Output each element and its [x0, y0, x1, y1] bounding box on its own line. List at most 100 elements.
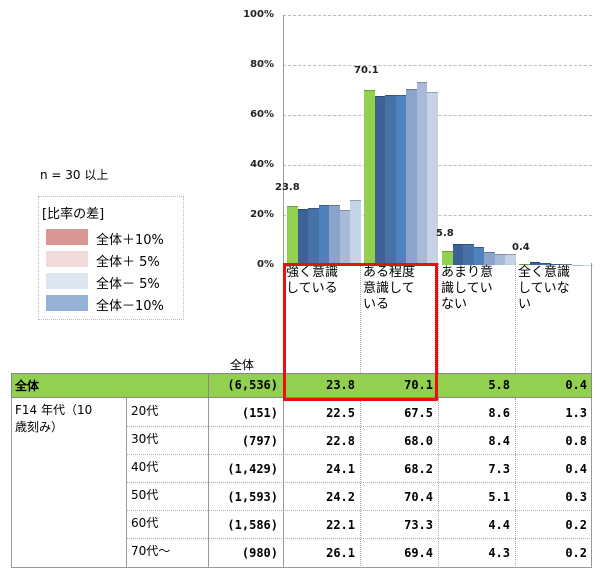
- row-value: 1.3: [565, 406, 587, 420]
- divider: [126, 398, 127, 568]
- highlight-box: [283, 263, 438, 401]
- header-line: 識してい: [441, 281, 493, 296]
- bar: [427, 91, 438, 265]
- row-value: 0.4: [565, 462, 587, 476]
- row-label: 30代: [131, 432, 159, 446]
- row-value: 24.2: [326, 490, 355, 504]
- row-value: 68.2: [404, 462, 433, 476]
- bar: [364, 89, 375, 265]
- y-tick-20: 20%: [250, 209, 274, 220]
- gridline: [283, 215, 592, 216]
- row-divider: [126, 426, 592, 427]
- row-value: 22.5: [326, 406, 355, 420]
- row-value: 24.1: [326, 462, 355, 476]
- row-value: 67.5: [404, 406, 433, 420]
- row-value: 70.4: [404, 490, 433, 504]
- row-label: 60代: [131, 516, 159, 530]
- row-value: 22.1: [326, 518, 355, 532]
- sample-size-note: n = 30 以上: [40, 168, 109, 182]
- legend-title: [比率の差]: [42, 207, 105, 222]
- bar: [463, 244, 474, 265]
- group-label-line: F14 年代（10: [15, 403, 93, 417]
- total-n: (6,536): [227, 378, 278, 392]
- row-label: 40代: [131, 460, 159, 474]
- row-value: 8.6: [488, 406, 510, 420]
- group-label-line: 歳刻み）: [15, 420, 64, 434]
- row-label: 50代: [131, 488, 159, 502]
- gridline: [283, 15, 592, 16]
- bar: [571, 264, 582, 265]
- legend-item-plus10: 全体＋10%: [46, 229, 176, 248]
- bar: [561, 264, 572, 265]
- bar: [442, 250, 453, 265]
- row-value: 8.4: [488, 434, 510, 448]
- row-value: 4.4: [488, 518, 510, 532]
- bar: [505, 254, 516, 265]
- legend: [比率の差] 全体＋10% 全体＋ 5% 全体－ 5% 全体－10%: [38, 196, 184, 320]
- row-value: 0.2: [565, 546, 587, 560]
- bar: [550, 264, 561, 265]
- row-n: (1,429): [227, 462, 278, 476]
- gridline: [283, 165, 592, 166]
- row-n: (797): [241, 434, 278, 448]
- row-label: 20代: [131, 404, 159, 418]
- data-label-1: 70.1: [354, 65, 379, 76]
- legend-label: 全体＋10%: [96, 233, 164, 248]
- row-divider: [126, 538, 592, 539]
- total-value: 0.4: [565, 378, 587, 392]
- divider: [283, 398, 284, 568]
- plot-area: [283, 15, 593, 265]
- bar: [329, 204, 340, 265]
- header-line: している: [286, 281, 338, 296]
- column-header-somewhat: ある程度 意識して いる: [360, 263, 438, 373]
- row-value: 69.4: [404, 546, 433, 560]
- bar: [318, 204, 329, 265]
- header-line: していな: [518, 281, 570, 296]
- data-label-2: 5.8: [436, 228, 454, 239]
- legend-item-minus10: 全体－10%: [46, 295, 176, 314]
- legend-label: 全体－10%: [96, 299, 164, 314]
- bar: [452, 243, 463, 265]
- row-n: (980): [241, 546, 278, 560]
- header-line: い: [518, 297, 532, 312]
- total-row-label: 全体: [15, 379, 40, 393]
- bar: [519, 264, 530, 265]
- total-value: 70.1: [404, 378, 433, 392]
- bar: [540, 263, 551, 265]
- row-value: 26.1: [326, 546, 355, 560]
- bar: [395, 94, 406, 265]
- n-column-header: 全体: [230, 358, 255, 372]
- divider: [438, 398, 439, 568]
- total-value: 5.8: [488, 378, 510, 392]
- legend-item-minus5: 全体－ 5%: [46, 273, 176, 292]
- bar: [484, 252, 495, 265]
- divider: [208, 398, 209, 568]
- legend-item-plus5: 全体＋ 5%: [46, 251, 176, 270]
- table-body: [11, 398, 592, 568]
- header-line: 意識して: [363, 281, 415, 296]
- bar: [473, 246, 484, 265]
- gridline: [283, 115, 592, 116]
- header-line: あまり意: [441, 265, 494, 280]
- row-value: 7.3: [488, 462, 510, 476]
- y-tick-60: 60%: [250, 109, 274, 120]
- bar: [406, 89, 417, 265]
- bar: [287, 205, 298, 265]
- bar: [374, 96, 385, 265]
- divider: [208, 373, 209, 398]
- y-tick-0: 0%: [257, 259, 274, 270]
- legend-swatch: [46, 295, 88, 311]
- row-value: 0.8: [565, 434, 587, 448]
- header-line: いる: [363, 297, 390, 312]
- bar: [350, 199, 361, 265]
- row-value: 73.3: [404, 518, 433, 532]
- row-value: 0.3: [565, 490, 587, 504]
- row-n: (151): [241, 406, 278, 420]
- row-n: (1,593): [227, 490, 278, 504]
- bar: [339, 209, 350, 265]
- bar: [416, 81, 427, 265]
- total-value: 23.8: [326, 378, 355, 392]
- row-value: 22.8: [326, 434, 355, 448]
- row-value: 4.3: [488, 546, 510, 560]
- divider: [515, 398, 516, 568]
